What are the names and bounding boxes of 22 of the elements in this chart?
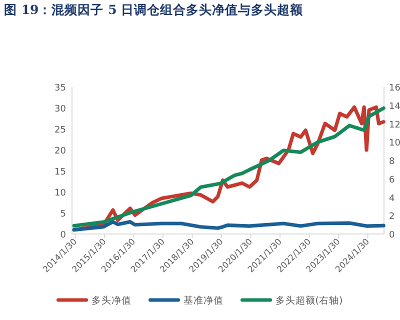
y-tick-label: 10 bbox=[54, 188, 66, 198]
legend-label: 多头超额(右轴) bbox=[275, 294, 343, 306]
y2-tick-label: 8 bbox=[389, 157, 395, 167]
y2-tick-label: 10 bbox=[389, 138, 400, 149]
legend-label: 多头净值 bbox=[91, 294, 132, 306]
y-tick-label: 20 bbox=[54, 146, 66, 156]
y2-tick-label: 16 bbox=[389, 84, 400, 94]
y-tick-label: 0 bbox=[60, 230, 66, 240]
chart-title: 图 19：混频因子 5 日调仓组合多头净值与多头超额 bbox=[4, 2, 304, 17]
legend-label: 基准净值 bbox=[183, 294, 224, 306]
y2-tick-label: 12 bbox=[389, 120, 400, 130]
y2-tick-label: 14 bbox=[389, 102, 400, 112]
y2-tick-label: 2 bbox=[389, 212, 395, 222]
y2-tick-label: 0 bbox=[389, 230, 395, 240]
y-tick-label: 30 bbox=[54, 104, 66, 114]
y2-tick-label: 4 bbox=[389, 194, 395, 204]
y-tick-label: 25 bbox=[54, 126, 66, 136]
y-tick-label: 5 bbox=[60, 210, 66, 220]
y-tick-label: 35 bbox=[54, 84, 66, 94]
line-series bbox=[72, 220, 386, 232]
y2-tick-label: 6 bbox=[389, 175, 395, 186]
y-tick-label: 15 bbox=[54, 168, 66, 178]
